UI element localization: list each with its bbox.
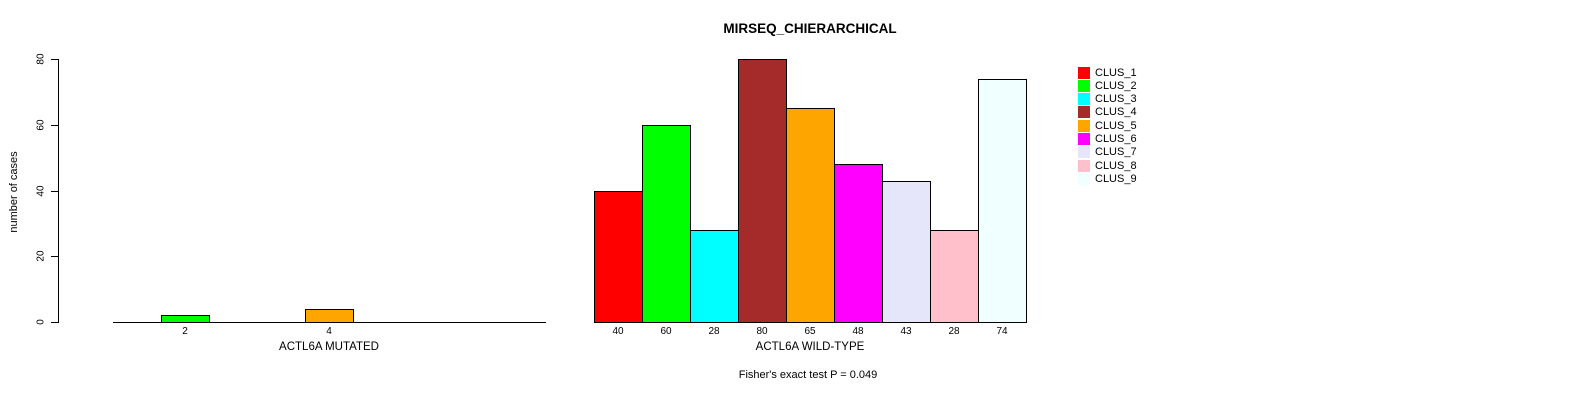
bar-clus_7	[882, 181, 931, 323]
legend-swatch-icon	[1078, 93, 1090, 106]
bar-value-label: 28	[708, 326, 720, 337]
legend-label: CLUS_9	[1095, 173, 1137, 186]
legend-label: CLUS_5	[1095, 119, 1137, 132]
legend-label: CLUS_4	[1095, 106, 1137, 119]
bar-clus_3	[690, 230, 739, 323]
bar-value-label: 40	[612, 326, 624, 337]
legend-label: CLUS_2	[1095, 79, 1137, 92]
y-axis-line	[58, 59, 59, 323]
bar-clus_6	[834, 164, 883, 323]
bar-clus_8	[930, 230, 979, 323]
y-axis-tick	[51, 59, 58, 60]
y-axis-tick	[51, 256, 58, 257]
bar-clus_2	[161, 315, 210, 323]
legend-entry-clus_8: CLUS_8	[1078, 159, 1137, 172]
bar-clus_4	[738, 59, 787, 323]
x-axis-label-mutated: ACTL6A MUTATED	[279, 341, 379, 353]
legend-entry-clus_9: CLUS_9	[1078, 173, 1137, 186]
y-tick-label: 40	[35, 185, 47, 197]
bar-value-label: 65	[804, 326, 816, 337]
legend-entry-clus_3: CLUS_3	[1078, 93, 1137, 106]
bar-value-label: 28	[948, 326, 960, 337]
y-axis-tick	[51, 322, 58, 323]
legend-label: CLUS_7	[1095, 146, 1137, 159]
legend-entry-clus_7: CLUS_7	[1078, 146, 1137, 159]
legend-swatch-icon	[1078, 106, 1090, 119]
y-axis-tick	[51, 191, 58, 192]
bar-value-label: 48	[852, 326, 864, 337]
x-axis-label-wildtype: ACTL6A WILD-TYPE	[755, 341, 865, 353]
y-tick-label: 0	[35, 319, 47, 325]
legend-swatch-icon	[1078, 79, 1090, 92]
y-axis-tick	[51, 125, 58, 126]
bar-clus_5	[305, 309, 354, 323]
legend-swatch-icon	[1078, 173, 1090, 186]
legend-swatch-icon	[1078, 66, 1090, 79]
legend-label: CLUS_3	[1095, 93, 1137, 106]
legend-entry-clus_6: CLUS_6	[1078, 133, 1137, 146]
legend-label: CLUS_1	[1095, 66, 1137, 79]
legend-entry-clus_4: CLUS_4	[1078, 106, 1137, 119]
bar-value-label: 80	[756, 326, 768, 337]
legend-entry-clus_2: CLUS_2	[1078, 79, 1137, 92]
bar-clus_5	[786, 108, 835, 323]
chart-title: MIRSEQ_CHIERARCHICAL	[723, 21, 897, 36]
bar-value-label: 2	[182, 326, 188, 337]
bar-clus_9	[978, 79, 1027, 323]
bar-clus_2	[642, 125, 691, 323]
y-tick-label: 20	[35, 250, 47, 262]
bar-value-label: 4	[326, 326, 332, 337]
bar-value-label: 43	[900, 326, 912, 337]
legend-label: CLUS_6	[1095, 133, 1137, 146]
legend-swatch-icon	[1078, 119, 1090, 132]
bar-clus_1	[594, 191, 643, 323]
annotation-fisher-test: Fisher's exact test P = 0.049	[738, 369, 878, 381]
legend-label: CLUS_8	[1095, 159, 1137, 172]
y-tick-label: 60	[35, 119, 47, 131]
legend-entry-clus_5: CLUS_5	[1078, 119, 1137, 132]
bar-value-label: 60	[660, 326, 672, 337]
y-tick-label: 80	[35, 53, 47, 65]
legend-entry-clus_1: CLUS_1	[1078, 66, 1137, 79]
legend-swatch-icon	[1078, 159, 1090, 172]
legend-swatch-icon	[1078, 146, 1090, 159]
bar-value-label: 74	[996, 326, 1008, 337]
legend-swatch-icon	[1078, 133, 1090, 146]
y-axis-label: number of cases	[8, 151, 20, 233]
